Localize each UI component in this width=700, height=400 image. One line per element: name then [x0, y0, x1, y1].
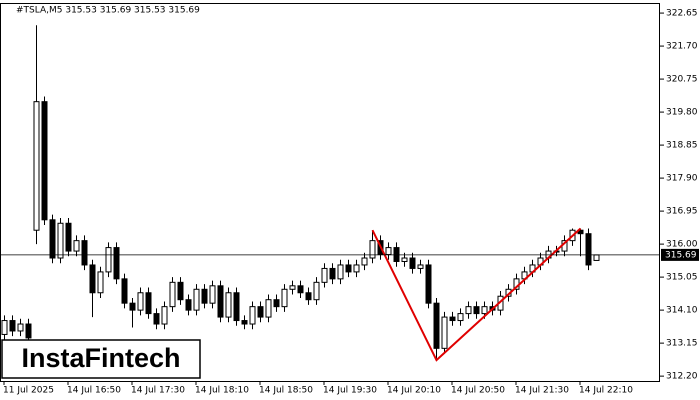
x-tick-label: 14 Jul 16:50 [67, 386, 121, 396]
y-tick-label: 319.80 [666, 108, 698, 118]
candle-body [209, 285, 216, 304]
x-tick-label: 14 Jul 17:30 [131, 386, 185, 396]
y-tick-label: 314.10 [666, 306, 698, 316]
candle-body [465, 306, 472, 315]
candle-body [425, 264, 432, 304]
candle-body [113, 247, 120, 280]
candle-body [273, 299, 280, 308]
y-tick-label: 316.00 [666, 240, 698, 250]
candle-body [25, 323, 32, 339]
y-tick-label: 315.05 [666, 273, 698, 283]
candle-body [65, 222, 72, 252]
candle-body [401, 257, 408, 262]
candle-body [593, 254, 600, 261]
y-tick-label: 316.95 [666, 207, 698, 217]
y-tick-label: 320.75 [666, 75, 698, 85]
y-tick-label: 313.15 [666, 339, 698, 349]
x-tick-label: 14 Jul 18:10 [195, 386, 249, 396]
candle-body [153, 313, 160, 325]
y-tick-label: 321.70 [666, 42, 698, 52]
candle-body [161, 306, 168, 325]
watermark: InstaFintech [21, 343, 180, 373]
candle-body [369, 240, 376, 259]
candle-body [433, 302, 440, 349]
candle-body [233, 292, 240, 322]
candle-body [73, 240, 80, 252]
x-tick-label: 14 Jul 19:30 [323, 386, 377, 396]
x-tick-label: 14 Jul 18:50 [259, 386, 313, 396]
candle-body [97, 271, 104, 294]
x-tick-label: 14 Jul 20:50 [451, 386, 505, 396]
candle-body [457, 313, 464, 322]
candle-body [473, 306, 480, 315]
candle-body [281, 288, 288, 308]
candle-body [265, 299, 272, 318]
candle-body [409, 257, 416, 269]
candle-body [585, 233, 592, 266]
candle-body [1, 320, 8, 335]
candle-body [481, 306, 488, 315]
pattern-line [371, 227, 582, 362]
candle-body [81, 240, 88, 266]
candle-body [145, 292, 152, 315]
x-tick-label: 14 Jul 20:10 [387, 386, 441, 396]
candle-body [321, 267, 328, 283]
plot-frame [0, 3, 660, 382]
candle-body [417, 264, 424, 269]
candle-body [241, 320, 248, 325]
candle-body [201, 288, 208, 304]
candle-body [353, 264, 360, 273]
candle-body [225, 292, 232, 318]
x-tick-label: 14 Jul 22:10 [579, 386, 633, 396]
x-tick-label: 11 Jul 2025 [3, 386, 54, 396]
y-tick-label: 312.20 [666, 372, 698, 382]
candle-body [449, 316, 456, 322]
y-tick-label: 317.90 [666, 174, 698, 184]
candle-body [337, 264, 344, 280]
candle-body [289, 285, 296, 290]
last-price-label: 315.69 [665, 250, 697, 260]
candle-body [249, 306, 256, 325]
x-tick-label: 14 Jul 21:30 [515, 386, 569, 396]
y-tick-label: 318.85 [666, 141, 698, 151]
candle-body [49, 219, 56, 259]
candle-body [361, 257, 368, 266]
candle-body [9, 320, 16, 332]
candle-body [121, 278, 128, 304]
candle-body [41, 101, 48, 221]
last-price-box [661, 248, 699, 261]
candle-body [193, 288, 200, 311]
candle-body [329, 267, 336, 280]
candle-body [89, 264, 96, 294]
candle-body [33, 101, 40, 231]
candle-body [105, 247, 112, 273]
y-tick-label: 322.65 [666, 9, 698, 19]
candle-body [185, 299, 192, 311]
candle-body [177, 281, 184, 301]
candle-body [57, 222, 64, 259]
candle-body [441, 316, 448, 349]
candle-body [385, 247, 392, 256]
watermark-box [1, 339, 201, 379]
candle-body [297, 285, 304, 294]
candle-body [137, 292, 144, 311]
candle-body [217, 285, 224, 318]
candle-body [17, 323, 24, 332]
candle-body [305, 292, 312, 301]
candle-body [313, 281, 320, 301]
candle-body [169, 281, 176, 308]
chart-title: #TSLA,M5 315.53 315.69 315.53 315.69 [16, 6, 200, 16]
candle-body [257, 306, 264, 318]
candle-body [345, 264, 352, 273]
candle-body [129, 302, 136, 311]
